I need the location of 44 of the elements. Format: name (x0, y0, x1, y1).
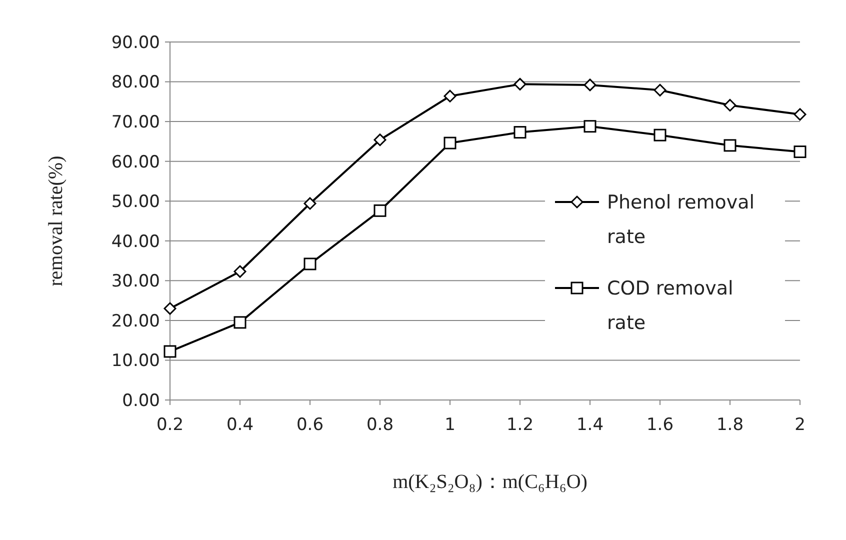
point (724, 98, 736, 112)
y-axis-title: removal rate(%) (45, 156, 67, 286)
point (374, 204, 386, 217)
point (164, 302, 176, 315)
legend-label: COD removal rate (607, 278, 734, 334)
point (234, 265, 246, 278)
y-tick-label: 30.00 (111, 272, 160, 292)
x-tick-label: 1 (444, 415, 456, 435)
x-tick-label: 0.4 (226, 415, 254, 435)
x-tick-label: 1.8 (716, 415, 744, 435)
y-tick-label: 50.00 (111, 192, 160, 212)
point (584, 120, 596, 133)
point (164, 345, 176, 358)
y-tick-label: 70.00 (111, 112, 160, 133)
point (514, 78, 526, 90)
point (724, 139, 736, 152)
x-tick-label: 1.4 (576, 415, 604, 435)
y-tick-label: 10.00 (111, 351, 160, 372)
y-tick-label: 80.00 (111, 72, 160, 93)
point (794, 146, 806, 158)
x-tick-label: 1.6 (646, 415, 674, 435)
point (304, 258, 316, 270)
x-tick-label: 1.2 (506, 415, 534, 435)
point (654, 128, 666, 142)
point (304, 197, 316, 210)
point (794, 108, 806, 121)
x-axis-title: m(K₂S₂O₈)：m(C₆H₆O) (392, 471, 588, 493)
point (654, 84, 666, 96)
y-tick-label: 90.00 (111, 32, 160, 53)
y-tick-label: 20.00 (111, 311, 160, 332)
x-tick-label: 2 (794, 415, 806, 435)
y-tick-label: 40.00 (111, 232, 160, 252)
x-tick-label: 0.6 (296, 415, 324, 435)
point (584, 78, 596, 92)
point (234, 316, 246, 329)
point (444, 90, 456, 102)
x-tick-label: 0.8 (366, 415, 394, 435)
point (444, 136, 456, 150)
point (514, 126, 526, 139)
y-tick-label: 0.00 (122, 390, 160, 411)
legend-label: Phenol removal rate (607, 192, 755, 248)
y-tick-label: 60.00 (111, 152, 160, 172)
x-tick-label: 0.2 (156, 415, 184, 435)
point (374, 134, 386, 146)
